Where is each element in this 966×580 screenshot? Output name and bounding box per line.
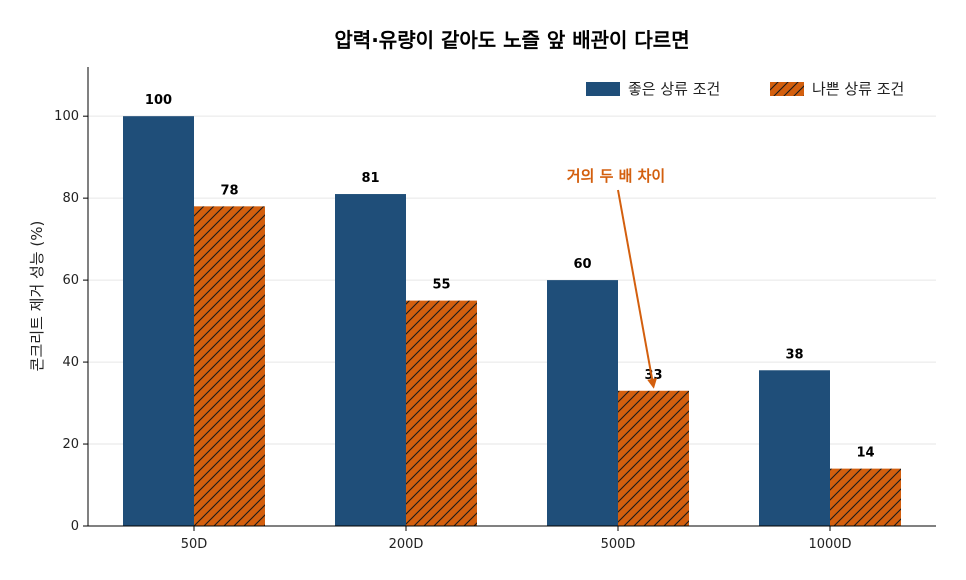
y-axis-label: 콘크리트 제거 성능 (%) bbox=[28, 221, 46, 372]
x-tick-label: 50D bbox=[181, 537, 208, 552]
x-ticks: 50D 200D 500D 1000D bbox=[181, 526, 852, 552]
data-label: 78 bbox=[220, 183, 238, 198]
legend-label-bad: 나쁜 상류 조건 bbox=[812, 80, 904, 98]
annotation-arrow bbox=[617, 189, 658, 389]
x-tick-label: 1000D bbox=[808, 537, 851, 552]
data-label: 38 bbox=[785, 347, 803, 362]
x-tick-label: 500D bbox=[601, 537, 636, 552]
annotation: 거의 두 배 차이 bbox=[567, 167, 665, 389]
y-tick-label: 20 bbox=[62, 437, 79, 452]
bar-good-1000d bbox=[759, 370, 830, 526]
bar-bad-50d bbox=[194, 206, 265, 526]
legend-swatch-bad bbox=[770, 82, 804, 96]
y-tick-label: 100 bbox=[54, 109, 79, 124]
data-label: 81 bbox=[361, 171, 379, 186]
data-label: 60 bbox=[573, 257, 591, 272]
bar-good-50d bbox=[123, 116, 194, 526]
annotation-text: 거의 두 배 차이 bbox=[567, 167, 665, 185]
bar-bad-200d bbox=[406, 300, 477, 526]
chart-title: 압력·유량이 같아도 노즐 앞 배관이 다르면 bbox=[334, 28, 689, 52]
data-label: 33 bbox=[644, 368, 662, 383]
y-tick-label: 80 bbox=[62, 191, 79, 206]
y-tick-label: 60 bbox=[62, 273, 79, 288]
bars bbox=[123, 116, 901, 526]
value-labels: 100 78 81 55 60 33 38 14 bbox=[145, 93, 875, 460]
data-label: 14 bbox=[856, 446, 874, 461]
bar-good-200d bbox=[335, 194, 406, 526]
x-tick-label: 200D bbox=[389, 537, 424, 552]
legend: 좋은 상류 조건 나쁜 상류 조건 bbox=[586, 80, 904, 98]
y-tick-label: 0 bbox=[71, 519, 79, 534]
bar-good-500d bbox=[547, 280, 618, 526]
bar-bad-1000d bbox=[830, 468, 901, 526]
legend-swatch-good bbox=[586, 82, 620, 96]
y-ticks: 0 20 40 60 80 100 bbox=[54, 109, 88, 534]
data-label: 55 bbox=[432, 278, 450, 293]
bar-bad-500d bbox=[618, 390, 689, 526]
legend-label-good: 좋은 상류 조건 bbox=[628, 80, 720, 98]
data-label: 100 bbox=[145, 93, 172, 108]
y-tick-label: 40 bbox=[62, 355, 79, 370]
